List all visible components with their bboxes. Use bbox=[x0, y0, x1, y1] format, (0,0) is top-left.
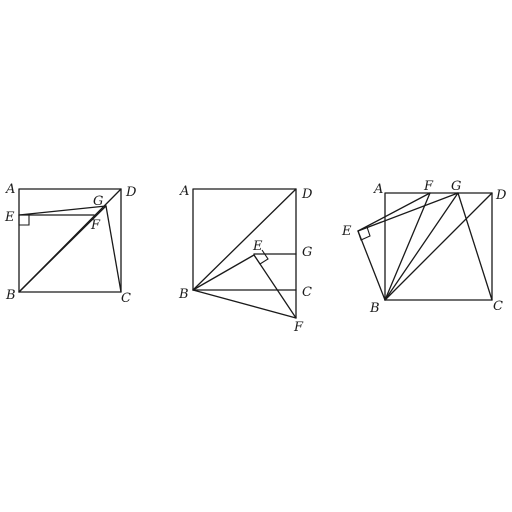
segment-eg bbox=[18, 205, 107, 216]
label-d: D bbox=[125, 185, 137, 200]
label-f: F bbox=[423, 179, 434, 194]
right-angle-mark bbox=[18, 215, 30, 226]
figure-3: A F G D E B C bbox=[341, 179, 507, 316]
diagonal-bd bbox=[384, 192, 493, 301]
segment-be bbox=[192, 254, 255, 291]
segment-bf bbox=[384, 192, 431, 301]
label-a: A bbox=[179, 184, 189, 199]
label-d: D bbox=[301, 187, 313, 202]
label-g: G bbox=[93, 194, 103, 209]
label-e: E bbox=[4, 210, 15, 225]
label-c: C bbox=[493, 299, 503, 314]
right-angle-mark bbox=[253, 249, 269, 265]
segment-bg bbox=[384, 192, 459, 301]
right-angle-mark bbox=[357, 226, 371, 241]
label-b: B bbox=[178, 287, 189, 302]
figure-2: A D E G B C F bbox=[178, 184, 313, 335]
label-f: F bbox=[90, 218, 101, 233]
diagonal-bd bbox=[192, 188, 297, 291]
label-b: B bbox=[369, 301, 380, 316]
label-d: D bbox=[495, 188, 507, 203]
segment-gc bbox=[457, 192, 493, 301]
label-c: C bbox=[302, 285, 312, 300]
label-e: E bbox=[341, 224, 352, 239]
label-a: A bbox=[373, 182, 383, 197]
label-f: F bbox=[293, 320, 304, 335]
label-g: G bbox=[302, 245, 312, 260]
label-a: A bbox=[5, 182, 15, 197]
label-b: B bbox=[5, 288, 16, 303]
figure-1: A E B G F D C bbox=[4, 182, 137, 306]
segment-eg bbox=[357, 192, 459, 232]
label-g: G bbox=[451, 179, 461, 194]
segment-bf bbox=[192, 289, 297, 319]
segment-ef bbox=[253, 254, 297, 319]
label-e: E bbox=[252, 239, 263, 254]
label-c: C bbox=[121, 291, 131, 306]
segment-be bbox=[357, 230, 386, 301]
segment-bg bbox=[18, 205, 107, 293]
segment-gc bbox=[105, 205, 122, 293]
segment-ef bbox=[357, 192, 431, 232]
